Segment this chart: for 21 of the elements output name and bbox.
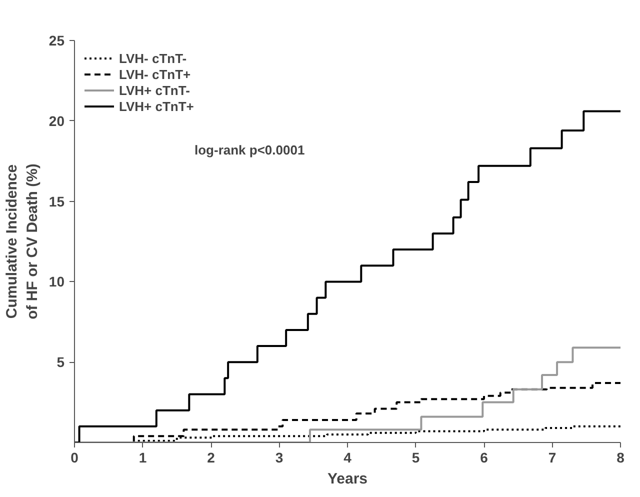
y-tick-label: 25 bbox=[48, 32, 65, 48]
x-tick-label: 8 bbox=[616, 450, 625, 466]
annotation: log-rank p<0.0001 bbox=[194, 142, 305, 158]
y-tick-label: 5 bbox=[56, 354, 65, 370]
legend-label: LVH- cTnT- bbox=[119, 50, 187, 66]
y-tick-label: 15 bbox=[48, 193, 65, 210]
x-tick-label: 5 bbox=[412, 450, 420, 466]
x-tick-label: 1 bbox=[138, 450, 147, 466]
y-axis-title: Cumulative Incidence of HF or CV Death (%) bbox=[4, 164, 41, 320]
legend-label: LVH- cTnT+ bbox=[119, 66, 191, 82]
x-tick-label: 3 bbox=[275, 450, 284, 466]
x-axis-title: Years bbox=[327, 470, 368, 488]
y-tick-label: 20 bbox=[48, 112, 65, 129]
x-tick-label: 4 bbox=[344, 450, 352, 466]
legend-label: LVH+ cTnT+ bbox=[119, 98, 194, 114]
x-tick-label: 2 bbox=[207, 450, 216, 466]
x-tick-label: 0 bbox=[70, 450, 79, 466]
legend-label: LVH+ cTnT- bbox=[119, 82, 190, 98]
x-tick-label: 6 bbox=[480, 450, 488, 466]
x-tick-label: 7 bbox=[548, 450, 556, 466]
y-tick-label: 10 bbox=[48, 274, 65, 290]
